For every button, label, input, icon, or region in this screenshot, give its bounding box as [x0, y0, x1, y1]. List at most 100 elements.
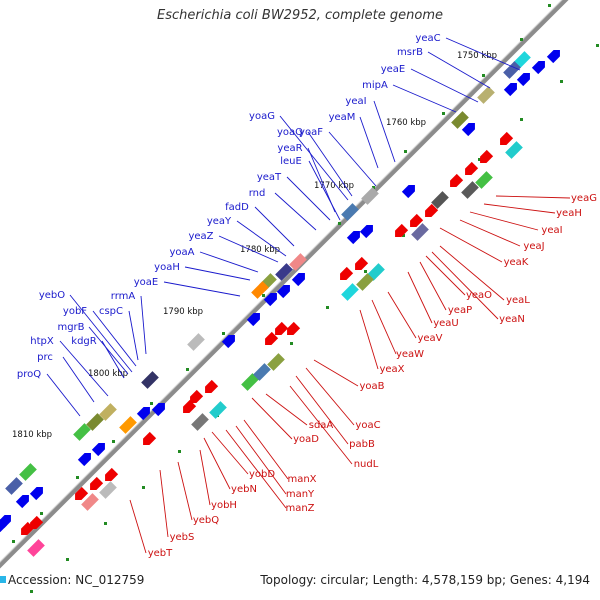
- gene-label-forward: yeaI: [345, 96, 366, 107]
- gene-label-reverse: yeaX: [379, 364, 404, 375]
- tick-mark: [372, 186, 375, 189]
- gene-label-forward: yoaG: [249, 111, 275, 122]
- gene-label-forward: mipA: [362, 80, 388, 91]
- gene-label-reverse: yebS: [170, 532, 195, 543]
- feature-block: [505, 141, 523, 159]
- gene-label-reverse: yeaK: [504, 257, 529, 268]
- leader-line-forward: [328, 131, 377, 187]
- tick-mark: [40, 512, 43, 515]
- leader-line-forward: [101, 340, 125, 379]
- feature-block: [431, 191, 449, 209]
- feature-block: [503, 61, 521, 79]
- feature-block: [253, 363, 271, 381]
- feature-block: [461, 181, 479, 199]
- gene-label-forward: yeaZ: [188, 231, 213, 242]
- reverse-cds-arrow: [105, 467, 119, 481]
- reverse-cds-arrow: [465, 161, 479, 175]
- reverse-cds-arrow: [480, 149, 494, 163]
- leader-line-forward: [184, 266, 251, 281]
- gene-label-forward: yoaQ: [277, 127, 303, 138]
- leader-line-forward: [307, 131, 353, 197]
- tick-mark: [560, 80, 563, 83]
- feature-block: [86, 413, 104, 431]
- genome-summary-text: Topology: circular; Length: 4,578,159 bp…: [260, 573, 590, 587]
- tick-mark: [112, 440, 115, 443]
- feature-block: [191, 413, 209, 431]
- tick-label: 1800 kbp: [88, 369, 128, 379]
- leader-line-reverse: [177, 461, 193, 521]
- feature-block: [475, 171, 493, 189]
- feature-block: [275, 263, 293, 281]
- tick-mark: [520, 118, 523, 121]
- tick-mark: [76, 476, 79, 479]
- reverse-cds-arrow: [395, 223, 409, 237]
- tick-mark: [104, 522, 107, 525]
- tick-label: 1810 kbp: [12, 430, 52, 440]
- leader-line-reverse: [295, 375, 349, 445]
- gene-label-reverse: manY: [286, 489, 315, 500]
- feature-block: [267, 353, 285, 371]
- forward-cds-arrow: [461, 123, 475, 137]
- forward-cds-arrow: [516, 73, 530, 87]
- reverse-cds-arrow: [30, 515, 44, 529]
- gene-label-reverse: yeaN: [499, 314, 525, 325]
- leader-line-reverse: [251, 397, 293, 440]
- leader-line-reverse: [439, 245, 505, 301]
- gene-label-reverse: yebT: [148, 548, 173, 559]
- tick-mark: [442, 112, 445, 115]
- gene-label-reverse: yeaO: [466, 290, 492, 301]
- forward-cds-arrow: [15, 495, 29, 509]
- feature-block: [73, 423, 91, 441]
- gene-label-reverse: yebQ: [193, 515, 219, 526]
- tick-mark: [326, 306, 329, 309]
- reverse-cds-arrow: [287, 321, 301, 335]
- feature-block: [251, 281, 269, 299]
- feature-group: [0, 50, 560, 557]
- leader-line-forward: [279, 115, 349, 201]
- forward-cds-arrow: [276, 285, 290, 299]
- gene-label-reverse: yeaV: [417, 333, 442, 344]
- tick-mark: [482, 74, 485, 77]
- leader-line-reverse: [359, 309, 379, 370]
- feature-block: [209, 401, 227, 419]
- leader-line-reverse: [459, 219, 521, 247]
- reverse-cds-arrow: [90, 476, 104, 490]
- gene-label-forward: yeaY: [207, 216, 232, 227]
- leader-line-reverse: [387, 291, 417, 339]
- feature-block: [99, 403, 117, 421]
- forward-cds-arrow: [151, 403, 165, 417]
- gene-label-reverse: yoaD: [293, 434, 319, 445]
- reverse-cds-arrow: [275, 321, 289, 335]
- gene-label-forward: yeaC: [415, 33, 440, 44]
- leader-line-reverse: [431, 251, 499, 320]
- tick-mark: [186, 368, 189, 371]
- gene-label-forward: rnd: [249, 188, 266, 199]
- feature-block: [289, 253, 307, 271]
- gene-label-reverse: yobD: [249, 469, 275, 480]
- tick-group: 1750 kbp 1760 kbp 1770 kbp 1780 kbp 1790 kbp…: [12, 4, 599, 593]
- gene-label-forward: cspC: [99, 306, 123, 317]
- gene-label-forward: yeaR: [277, 143, 302, 154]
- gene-label-reverse: yeaL: [506, 295, 530, 306]
- leader-line-forward: [218, 235, 279, 263]
- gene-label-reverse: yebN: [231, 484, 257, 495]
- gene-label-reverse: yeaU: [433, 318, 459, 329]
- gene-label-reverse: nudL: [354, 459, 379, 470]
- reverse-cds-arrow: [410, 213, 424, 227]
- feature-block: [141, 371, 159, 389]
- gene-label-forward: yeaM: [329, 112, 356, 123]
- leader-line-reverse: [203, 437, 231, 490]
- leader-line-reverse: [407, 271, 433, 324]
- leader-line-reverse: [483, 203, 556, 214]
- gene-label-forward: yobF: [63, 306, 87, 317]
- genome-title: Escherichia coli BW2952, complete genome: [157, 8, 443, 23]
- tick-mark: [30, 590, 33, 593]
- feature-block: [27, 539, 45, 557]
- gene-label-forward: rrmA: [111, 291, 136, 302]
- forward-cds-arrow: [91, 443, 105, 457]
- leader-line-forward: [254, 206, 295, 247]
- leader-line-forward: [92, 310, 137, 367]
- tick-mark: [548, 4, 551, 7]
- leader-line-reverse: [199, 449, 211, 506]
